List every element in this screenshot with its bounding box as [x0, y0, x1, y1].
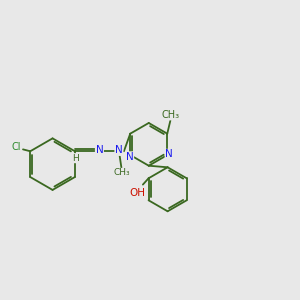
Text: N: N	[165, 149, 173, 159]
Text: CH₃: CH₃	[114, 168, 130, 177]
Text: CH₃: CH₃	[162, 110, 180, 120]
Text: N: N	[115, 145, 123, 155]
Text: N: N	[126, 152, 134, 162]
Text: H: H	[72, 154, 79, 163]
Text: N: N	[95, 145, 103, 155]
Text: OH: OH	[130, 188, 146, 198]
Text: Cl: Cl	[11, 142, 20, 152]
